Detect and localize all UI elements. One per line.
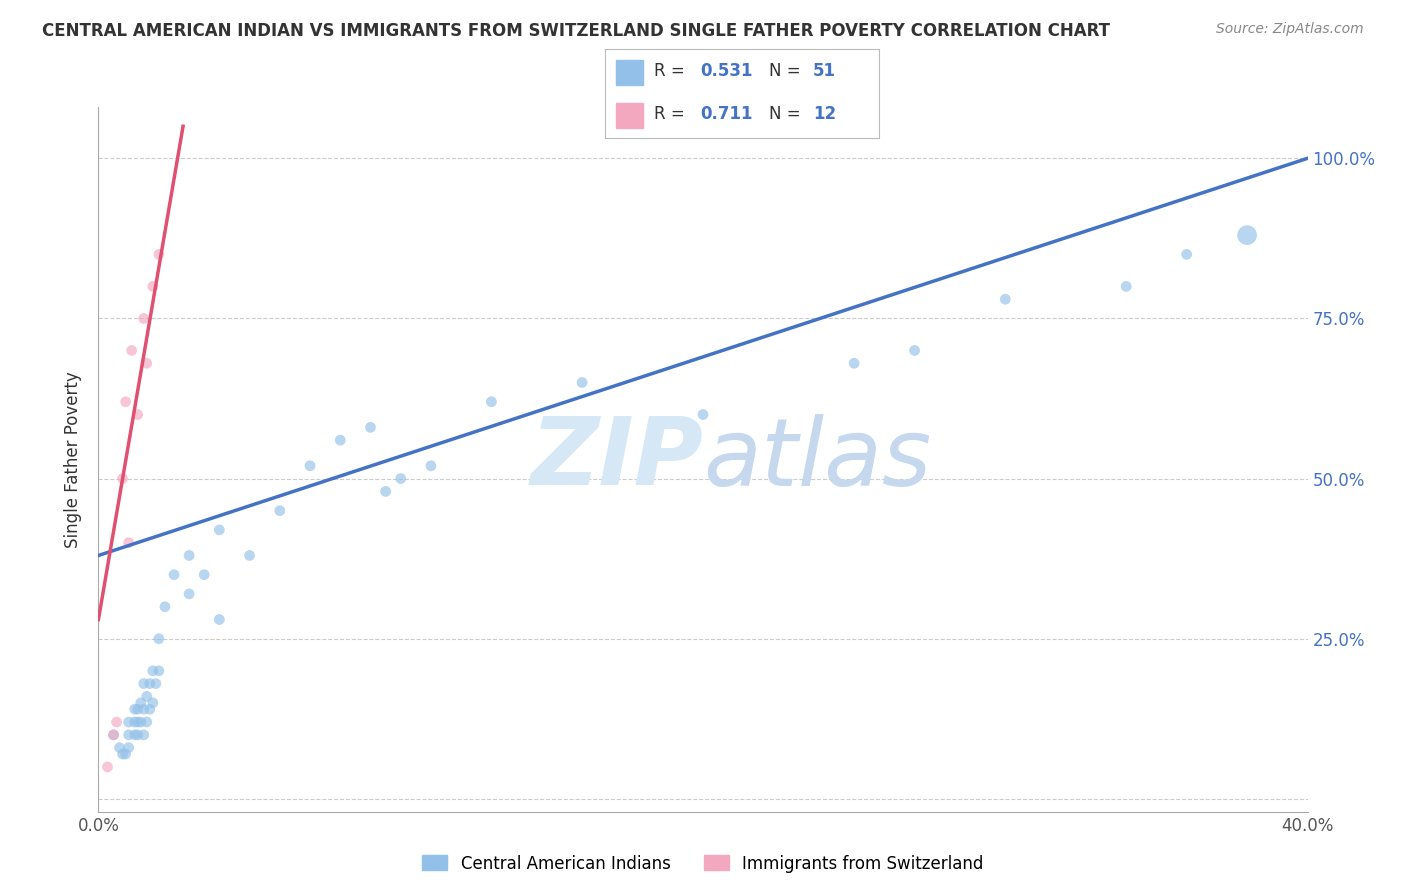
Text: R =: R = — [654, 105, 690, 123]
Point — [481, 394, 503, 409]
Point — [114, 394, 136, 409]
Point — [145, 676, 167, 690]
Point — [994, 292, 1017, 306]
Point — [135, 356, 157, 370]
Point — [118, 728, 141, 742]
Point — [389, 472, 412, 486]
Point — [121, 343, 143, 358]
Point — [127, 728, 149, 742]
Point — [904, 343, 927, 358]
Point — [269, 503, 291, 517]
Point — [132, 728, 155, 742]
Point — [96, 760, 118, 774]
Point — [127, 702, 149, 716]
Text: 51: 51 — [813, 62, 837, 80]
Point — [571, 376, 593, 390]
Text: N =: N = — [769, 105, 806, 123]
Point — [127, 408, 149, 422]
Point — [118, 714, 141, 729]
Point — [1175, 247, 1198, 261]
Point — [239, 549, 262, 563]
Bar — [616, 60, 643, 85]
Point — [163, 567, 186, 582]
Point — [1236, 228, 1258, 243]
Point — [142, 664, 165, 678]
Point — [127, 714, 149, 729]
Point — [208, 523, 231, 537]
Point — [148, 664, 170, 678]
Point — [118, 535, 141, 549]
Point — [108, 740, 131, 755]
Point — [118, 740, 141, 755]
Text: Source: ZipAtlas.com: Source: ZipAtlas.com — [1216, 22, 1364, 37]
Point — [111, 472, 134, 486]
Text: 0.531: 0.531 — [700, 62, 754, 80]
Point — [329, 433, 352, 447]
Point — [139, 702, 162, 716]
Point — [844, 356, 866, 370]
Point — [692, 408, 714, 422]
Point — [139, 676, 162, 690]
Point — [148, 632, 170, 646]
Point — [1115, 279, 1137, 293]
Point — [129, 696, 152, 710]
Point — [132, 676, 155, 690]
Point — [132, 702, 155, 716]
Text: R =: R = — [654, 62, 690, 80]
Point — [299, 458, 322, 473]
Point — [374, 484, 396, 499]
Point — [124, 728, 146, 742]
Bar — [616, 103, 643, 128]
Point — [153, 599, 176, 614]
Point — [103, 728, 125, 742]
Point — [124, 714, 146, 729]
Point — [179, 549, 201, 563]
Point — [420, 458, 443, 473]
Text: 0.711: 0.711 — [700, 105, 754, 123]
Text: atlas: atlas — [703, 414, 931, 505]
Point — [142, 279, 165, 293]
Point — [105, 714, 128, 729]
Point — [142, 696, 165, 710]
Point — [360, 420, 382, 434]
Legend: Central American Indians, Immigrants from Switzerland: Central American Indians, Immigrants fro… — [416, 848, 990, 880]
Text: ZIP: ZIP — [530, 413, 703, 506]
Text: N =: N = — [769, 62, 806, 80]
Point — [114, 747, 136, 761]
Point — [135, 690, 157, 704]
Point — [193, 567, 215, 582]
Point — [111, 747, 134, 761]
Text: CENTRAL AMERICAN INDIAN VS IMMIGRANTS FROM SWITZERLAND SINGLE FATHER POVERTY COR: CENTRAL AMERICAN INDIAN VS IMMIGRANTS FR… — [42, 22, 1111, 40]
Point — [124, 702, 146, 716]
Point — [103, 728, 125, 742]
Text: 12: 12 — [813, 105, 837, 123]
Point — [208, 613, 231, 627]
Point — [148, 247, 170, 261]
Point — [129, 714, 152, 729]
Point — [132, 311, 155, 326]
Point — [135, 714, 157, 729]
Y-axis label: Single Father Poverty: Single Father Poverty — [65, 371, 83, 548]
Point — [179, 587, 201, 601]
